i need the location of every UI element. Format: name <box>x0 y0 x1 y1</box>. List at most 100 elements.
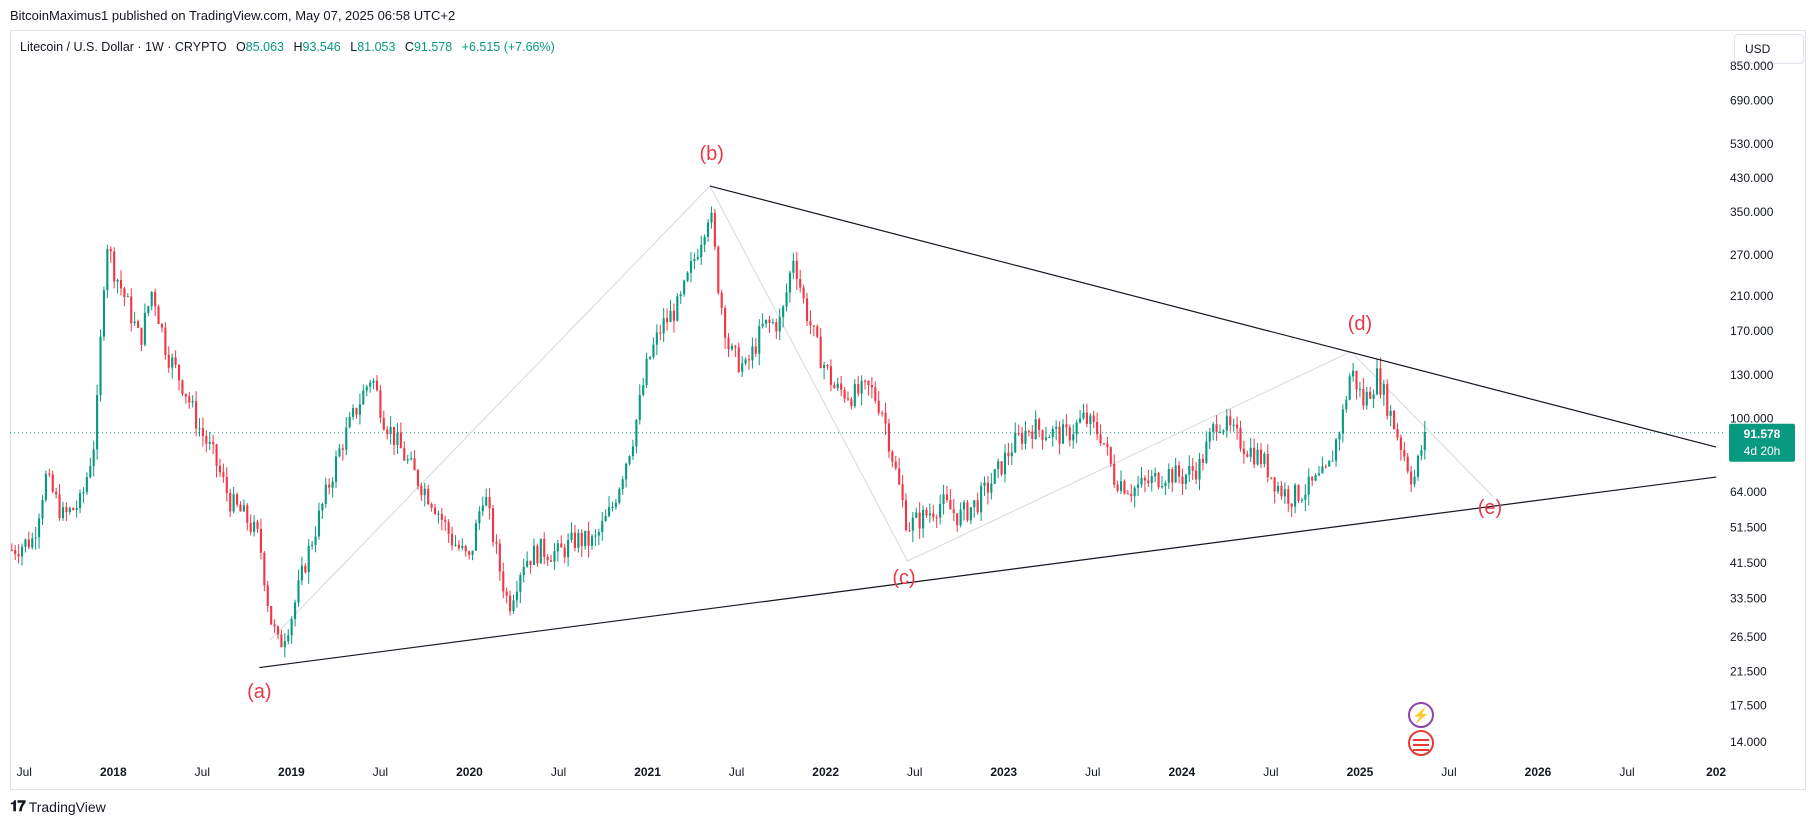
candle-body <box>594 535 597 537</box>
candle-body <box>1328 460 1331 467</box>
candle-body <box>826 365 829 367</box>
candle-body <box>1311 476 1314 481</box>
candle-body <box>396 432 399 446</box>
candle-body <box>1154 472 1157 477</box>
candle-body <box>1352 370 1355 377</box>
candle-body <box>683 280 686 295</box>
candle-body <box>27 539 30 548</box>
candle-body <box>263 552 266 586</box>
candle-body <box>1256 449 1259 465</box>
candle-body <box>645 358 648 386</box>
change-value: +6.515 (+7.66%) <box>461 40 555 54</box>
candle-body <box>526 560 529 567</box>
candle-body <box>259 528 262 553</box>
candle-body <box>1177 465 1181 477</box>
x-tick-label: Jul <box>373 765 388 779</box>
candle-body <box>1017 433 1020 435</box>
candle-body <box>512 600 515 612</box>
candle-body <box>1089 415 1092 424</box>
symbol-legend[interactable]: Litecoin / U.S. Dollar · 1W · CRYPTO O85… <box>20 40 555 54</box>
trendline-lower <box>259 476 1717 669</box>
candle-body <box>611 506 614 508</box>
candle-body <box>437 513 440 515</box>
x-tick-label: Jul <box>907 765 922 779</box>
price-tag-box <box>1729 423 1795 462</box>
lightning-icon[interactable]: ⚡ <box>1408 702 1434 728</box>
candle-body <box>1010 452 1013 457</box>
candle-body <box>17 554 20 557</box>
candle-body <box>1276 485 1280 492</box>
currency-button[interactable]: USD <box>1734 34 1804 64</box>
candle-body <box>1416 455 1420 477</box>
candle-body <box>92 449 95 467</box>
candle-body <box>894 461 897 469</box>
x-tick-label: Jul <box>1441 765 1456 779</box>
candle-body <box>85 477 88 493</box>
candle-body <box>676 296 679 321</box>
candle-body <box>410 458 413 460</box>
candle-body <box>956 513 959 526</box>
candle-body <box>911 517 914 531</box>
candle-body <box>1317 473 1321 476</box>
wave-label: (b) <box>699 143 723 165</box>
us-flag-icon[interactable] <box>1408 730 1434 756</box>
candle-body <box>846 398 850 400</box>
candle-body <box>266 585 269 607</box>
candle-body <box>1157 472 1160 488</box>
candle-body <box>1386 384 1389 416</box>
candle-body <box>232 494 235 512</box>
x-tick-label: Jul <box>1085 765 1100 779</box>
candle-body <box>761 323 764 327</box>
candle-body <box>212 442 215 445</box>
candle-body <box>1171 469 1174 483</box>
candle-body <box>338 448 341 457</box>
candle-body <box>222 472 225 477</box>
candle-body <box>65 507 68 513</box>
candle-body <box>239 504 242 512</box>
candle-body <box>1137 484 1140 488</box>
candle-body <box>270 606 273 625</box>
candle-body <box>1079 418 1082 423</box>
high-label: H <box>293 40 303 54</box>
x-tick-label: Jul <box>195 765 210 779</box>
candle-body <box>870 385 873 388</box>
candle-body <box>1420 450 1423 456</box>
candle-body <box>863 380 867 382</box>
candle-body <box>809 321 812 326</box>
candle-body <box>727 337 730 350</box>
candle-body <box>983 482 986 486</box>
candle-body <box>874 387 877 401</box>
x-tick-label: Jul <box>17 765 32 779</box>
candle-body <box>614 502 617 507</box>
x-tick-label: Jul <box>1263 765 1278 779</box>
candle-body <box>468 551 471 555</box>
candle-body <box>546 556 549 561</box>
candle-body <box>1102 443 1106 445</box>
candle-body <box>58 494 61 519</box>
wave-path-layer <box>269 185 1494 641</box>
candle-body <box>68 508 71 513</box>
candle-body <box>495 542 498 544</box>
candle-body <box>710 212 713 223</box>
candle-body <box>939 503 942 518</box>
candle-body <box>635 419 638 447</box>
candle-body <box>860 380 863 394</box>
candle-body <box>891 451 894 462</box>
candle-body <box>1270 477 1273 479</box>
candle-body <box>1119 481 1123 491</box>
candle-body <box>829 366 832 385</box>
tradingview-logo[interactable]: 𝟏𝟕 TradingView <box>10 798 106 815</box>
candle-body <box>14 549 17 555</box>
candle-body <box>816 326 819 337</box>
candle-body <box>703 236 706 245</box>
candle-body <box>1096 421 1099 435</box>
candle-body <box>451 533 454 546</box>
x-tick-label: 2019 <box>278 765 305 779</box>
x-tick-label: 2022 <box>812 765 839 779</box>
candle-body <box>485 497 488 506</box>
candle-body <box>1379 368 1382 395</box>
candle-body <box>584 530 587 547</box>
candle-body <box>1027 430 1030 432</box>
candle-body <box>392 426 396 446</box>
